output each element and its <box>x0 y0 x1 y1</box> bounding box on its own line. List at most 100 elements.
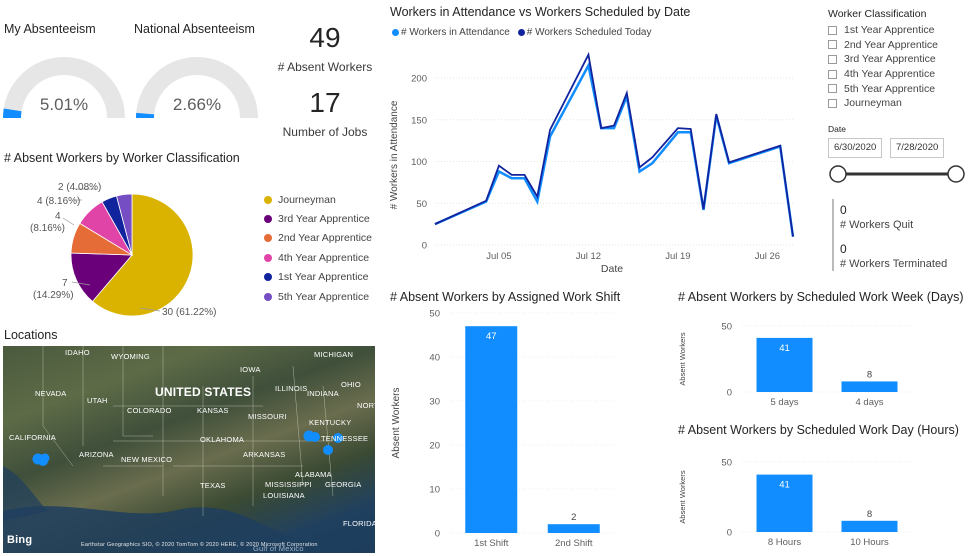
date-range-slider[interactable] <box>826 162 966 186</box>
map-label: FLORIDA <box>343 519 375 528</box>
legend-dot <box>264 195 272 204</box>
map-label-water: Gulf of Mexico <box>253 544 304 553</box>
x-category-label: 1st Shift <box>474 538 509 549</box>
legend-item-1st-year[interactable]: 1st Year Apprentice <box>264 268 372 287</box>
y-tick-label: 50 <box>721 322 732 333</box>
slicer-item[interactable]: 2nd Year Apprentice <box>828 38 938 53</box>
bar-ylabel: Absent Workers <box>678 470 687 523</box>
line-legend-scheduled[interactable]: # Workers Scheduled Today <box>517 27 651 38</box>
map-label: COLORADO <box>127 406 172 415</box>
gauges-svg <box>3 57 258 119</box>
series-line-attendance[interactable] <box>434 61 795 237</box>
bar-2nd-shift[interactable] <box>547 524 600 533</box>
shift-bar-chart: 0 10 20 30 40 50 Absent Workers 47 1st Shift 2 2nd… <box>391 309 615 549</box>
bar-value-label: 41 <box>779 480 790 491</box>
gauge-title-national-absenteeism: National Absenteeism <box>134 22 255 36</box>
slicer-item[interactable]: Journeyman <box>828 96 938 111</box>
slicer-item[interactable]: 4th Year Apprentice <box>828 67 938 82</box>
gulf-water <box>3 506 375 553</box>
pie-label-7-b: (14.29%) <box>33 290 74 301</box>
legend-item-3rd-year[interactable]: 3rd Year Apprentice <box>264 209 372 228</box>
gauge-my-absenteeism[interactable] <box>3 57 125 119</box>
bar-value-label: 47 <box>486 331 497 342</box>
pie-slice-5th-year-apprentice[interactable] <box>116 193 133 256</box>
legend-item-5th-year[interactable]: 5th Year Apprentice <box>264 287 372 306</box>
legend-dot <box>264 292 272 301</box>
slicer-item[interactable]: 1st Year Apprentice <box>828 23 938 38</box>
map-label: UTAH <box>87 396 108 405</box>
bar-value-label: 8 <box>867 369 872 380</box>
kpi-absent-workers-label: # Absent Workers <box>277 60 373 74</box>
pie-label-4-a: 4 <box>55 211 61 222</box>
location-pin[interactable] <box>333 433 343 443</box>
checkbox[interactable] <box>828 98 837 108</box>
bar-1st-shift[interactable] <box>465 326 518 533</box>
gauge-track <box>3 57 125 119</box>
checkbox[interactable] <box>828 40 837 50</box>
x-category-label: 5 days <box>771 397 799 408</box>
x-category-label: 2nd Shift <box>555 538 593 549</box>
location-pin[interactable] <box>310 432 320 442</box>
bar-value-label: 2 <box>571 512 576 523</box>
bar-8-hours[interactable] <box>756 474 813 532</box>
y-tick-label: 50 <box>721 458 732 469</box>
hours-bar-chart: 0 50 Absent Workers 41 8 Hours 8 10 Hours <box>678 458 912 548</box>
checkbox[interactable] <box>828 69 837 79</box>
map-label: INDIANA <box>307 389 339 398</box>
line-ylabel: # Workers in Attendance <box>389 100 400 209</box>
map-label-country: UNITED STATES <box>155 385 252 399</box>
map-label: GEORGIA <box>325 480 362 489</box>
bar-ylabel: Absent Workers <box>678 332 687 385</box>
bar-ylabel: Absent Workers <box>391 388 402 459</box>
line-chart-title: Workers in Attendance vs Workers Schedul… <box>390 5 691 19</box>
kpi-jobs-label: Number of Jobs <box>282 125 368 139</box>
slider-end-handle[interactable] <box>947 165 965 183</box>
location-pin[interactable] <box>40 453 50 463</box>
bar-4-days[interactable] <box>841 381 898 392</box>
map-overlay <box>3 346 375 553</box>
pie-slice-3rd-year-apprentice[interactable] <box>70 252 133 303</box>
legend-item-2nd-year[interactable]: 2nd Year Apprentice <box>264 229 372 248</box>
line-chart-svg: 0 50 100 150 200 Jul 05 Jul 12 Jul 19 Jul 26 # W… <box>389 51 795 275</box>
pie-label-30: 30 (61.22%) <box>162 307 217 318</box>
y-tick-label: 0 <box>727 388 732 399</box>
pie-slice-journeyman[interactable] <box>91 193 194 317</box>
bar-5-days[interactable] <box>756 337 813 392</box>
checkbox[interactable] <box>828 54 837 64</box>
legend-item-journeyman[interactable]: Journeyman <box>264 190 372 209</box>
gauge-value-national: 2.66% <box>172 95 222 114</box>
map-label: ARKANSAS <box>243 450 286 459</box>
map-label: MICHIGAN <box>314 350 354 359</box>
y-tick-label: 150 <box>411 115 427 126</box>
state-borders <box>42 346 334 516</box>
map-label: MISSOURI <box>248 412 287 421</box>
bar-10-hours[interactable] <box>841 520 898 532</box>
legend-dot <box>264 215 272 224</box>
gauge-value-my: 5.01% <box>39 95 89 114</box>
slicer-item[interactable]: 5th Year Apprentice <box>828 81 938 96</box>
pie-leader-7 <box>71 281 91 286</box>
legend-item-4th-year[interactable]: 4th Year Apprentice <box>264 248 372 267</box>
map-label: KANSAS <box>197 406 229 415</box>
pie-leader-30 <box>139 307 161 312</box>
slicer-item[interactable]: 3rd Year Apprentice <box>828 52 938 67</box>
checkbox[interactable] <box>828 84 837 94</box>
locations-map[interactable]: IDAHO WYOMING MICHIGAN NEVADA UNITED STA… <box>3 346 375 553</box>
date-end-input[interactable]: 7/28/2020 <box>890 138 944 158</box>
week-bar-chart: 0 50 Absent Workers 41 5 days 8 4 days <box>678 322 912 408</box>
terminated-value: 0 <box>840 242 847 256</box>
gauge-national-absenteeism[interactable] <box>135 57 258 119</box>
location-pin[interactable] <box>323 445 333 455</box>
y-tick-label: 0 <box>422 241 427 252</box>
checkbox[interactable] <box>828 25 837 35</box>
pie-leader-4b <box>62 217 75 226</box>
legend-dot <box>264 253 272 262</box>
series-line-scheduled[interactable] <box>434 51 794 237</box>
pacific-water <box>3 466 48 521</box>
slider-start-handle[interactable] <box>829 165 847 183</box>
kpi-absent-workers-value: 49 <box>309 22 341 53</box>
bar-value-label: 8 <box>867 509 872 520</box>
date-start-input[interactable]: 6/30/2020 <box>828 138 882 158</box>
line-legend-attendance[interactable]: # Workers in Attendance <box>392 27 510 38</box>
x-tick-label: Jul 26 <box>755 251 780 262</box>
